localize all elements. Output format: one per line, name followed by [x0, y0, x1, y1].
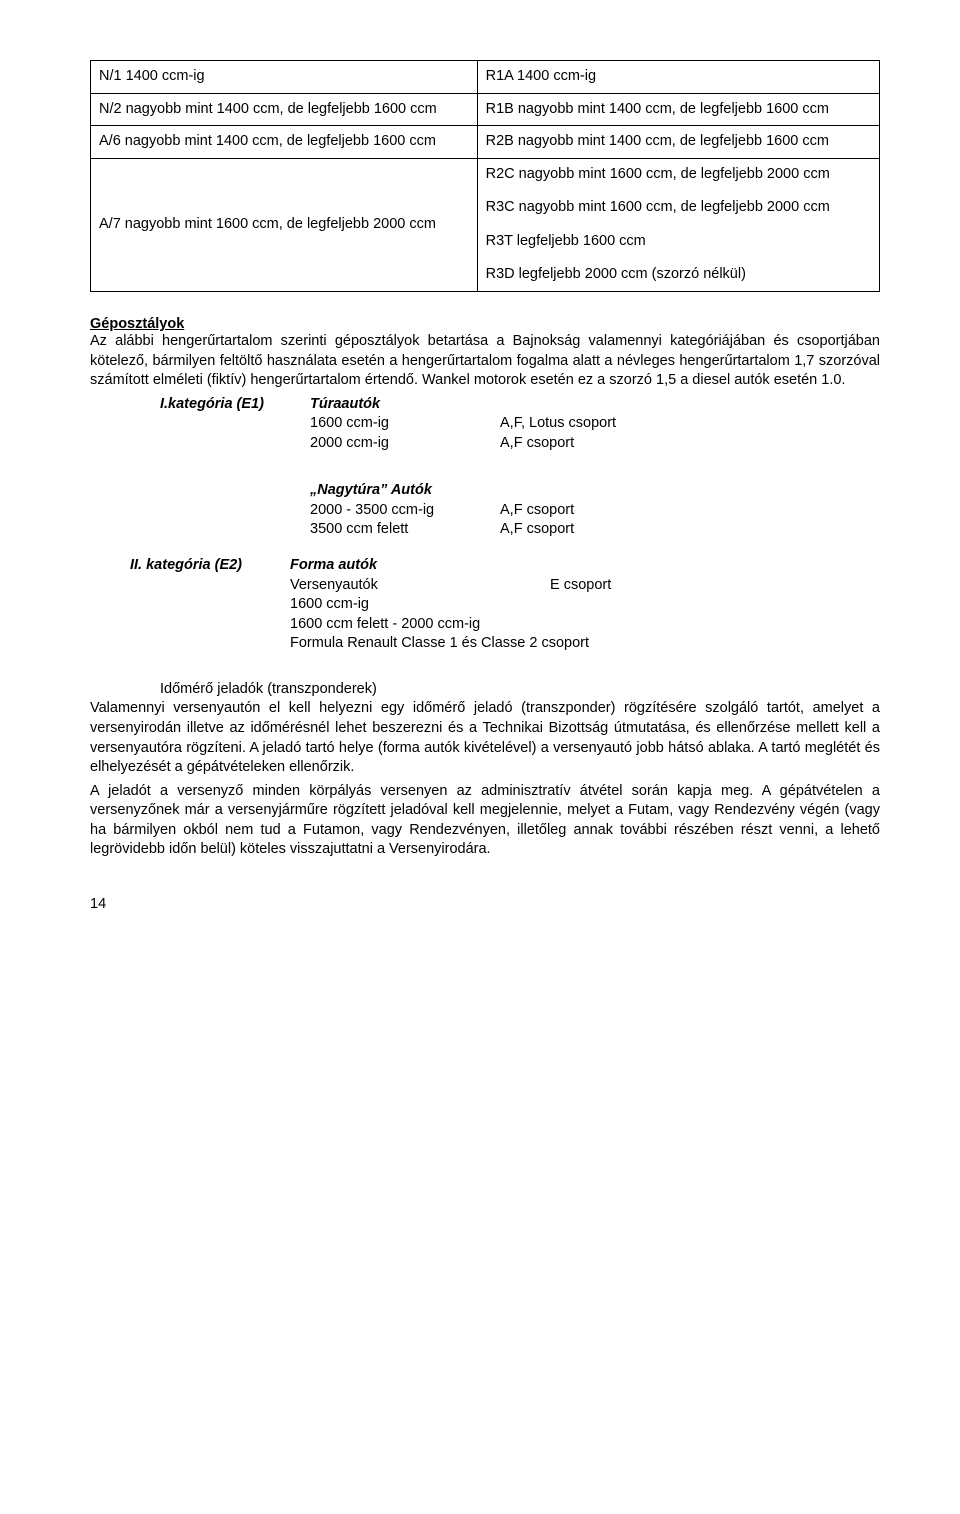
- transponder-title: Időmérő jeladók (transzponderek): [160, 681, 377, 697]
- cat1-sub-head: „Nagytúra” Autók: [160, 467, 880, 501]
- table-row: A/6 nagyobb mint 1400 ccm, de legfeljebb…: [91, 126, 880, 159]
- cat1-row: 2000 ccm-ig A,F csoport: [160, 434, 880, 454]
- document-page: N/1 1400 ccm-ig R1A 1400 ccm-ig N/2 nagy…: [0, 0, 960, 952]
- cat1-row: 2000 - 3500 ccm-ig A,F csoport: [160, 501, 880, 521]
- cat1-r2a: 2000 ccm-ig: [310, 434, 500, 454]
- cell-r3d: R3D legfeljebb 2000 ccm (szorzó nélkül): [486, 265, 871, 285]
- class-table: N/1 1400 ccm-ig R1A 1400 ccm-ig N/2 nagy…: [90, 60, 880, 292]
- cat1-head-row: I.kategória (E1) Túraautók: [160, 395, 880, 415]
- cat1-r2b: A,F csoport: [500, 434, 880, 454]
- page-number: 14: [90, 896, 880, 912]
- cell-a7: A/7 nagyobb mint 1600 ccm, de legfeljebb…: [91, 158, 478, 291]
- paragraph-transponder-1: Valamennyi versenyautón el kell helyezni…: [90, 699, 880, 777]
- cell-r-group: R2C nagyobb mint 1600 ccm, de legfeljebb…: [477, 158, 879, 291]
- cat1-label: I.kategória (E1): [160, 395, 310, 415]
- category-2-block: II. kategória (E2) Forma autók Versenyau…: [130, 556, 880, 654]
- cell-a6: A/6 nagyobb mint 1400 ccm, de legfeljebb…: [91, 126, 478, 159]
- cell-n1: N/1 1400 ccm-ig: [91, 61, 478, 94]
- transponder-title-wrap: Időmérő jeladók (transzponderek): [160, 680, 880, 700]
- cat2-r2: 1600 ccm-ig: [290, 595, 880, 615]
- cat2-inner: Versenyautók E csoport 1600 ccm-ig 1600 …: [290, 576, 880, 654]
- cat1-row: 3500 ccm felett A,F csoport: [160, 520, 880, 540]
- paragraph-geposztalyok: Az alábbi hengerűrtartalom szerinti gépo…: [90, 332, 880, 391]
- cat1-r3a: 2000 - 3500 ccm-ig: [310, 501, 500, 521]
- cat2-head-row: II. kategória (E2) Forma autók: [130, 556, 880, 576]
- cat2-row: Versenyautók E csoport: [290, 576, 880, 596]
- cell-r2c: R2C nagyobb mint 1600 ccm, de legfeljebb…: [486, 165, 871, 185]
- section-title-geposztalyok: Géposztályok: [90, 316, 880, 332]
- cell-n2: N/2 nagyobb mint 1400 ccm, de legfeljebb…: [91, 93, 478, 126]
- cat1-r3b: A,F csoport: [500, 501, 880, 521]
- table-row: N/2 nagyobb mint 1400 ccm, de legfeljebb…: [91, 93, 880, 126]
- cat2-label: II. kategória (E2): [130, 556, 290, 576]
- cell-r2b: R2B nagyobb mint 1400 ccm, de legfeljebb…: [477, 126, 879, 159]
- cell-a7-text: A/7 nagyobb mint 1600 ccm, de legfeljebb…: [99, 216, 436, 232]
- cat1-row: 1600 ccm-ig A,F, Lotus csoport: [160, 414, 880, 434]
- cat2-r1a: Versenyautók: [290, 576, 550, 596]
- cat1-r4a: 3500 ccm felett: [310, 520, 500, 540]
- paragraph-transponder-2: A jeladót a versenyző minden körpályás v…: [90, 782, 880, 860]
- cat1-heading: Túraautók: [310, 395, 490, 415]
- cat1-r1a: 1600 ccm-ig: [310, 414, 500, 434]
- cat1-r4b: A,F csoport: [500, 520, 880, 540]
- cell-r3t: R3T legfeljebb 1600 ccm: [486, 232, 871, 252]
- cat1-r1b: A,F, Lotus csoport: [500, 414, 880, 434]
- cell-r1b: R1B nagyobb mint 1400 ccm, de legfeljebb…: [477, 93, 879, 126]
- cat2-r3: 1600 ccm felett - 2000 ccm-ig: [290, 615, 880, 635]
- cell-r1a: R1A 1400 ccm-ig: [477, 61, 879, 94]
- table-row: N/1 1400 ccm-ig R1A 1400 ccm-ig: [91, 61, 880, 94]
- cell-r3c: R3C nagyobb mint 1600 ccm, de legfeljebb…: [486, 198, 871, 218]
- cat2-heading: Forma autók: [290, 556, 377, 576]
- category-1-block: I.kategória (E1) Túraautók 1600 ccm-ig A…: [160, 395, 880, 540]
- cat2-r4: Formula Renault Classe 1 és Classe 2 cso…: [290, 634, 880, 654]
- cat1-sub-heading: „Nagytúra” Autók: [310, 481, 432, 501]
- table-row: A/7 nagyobb mint 1600 ccm, de legfeljebb…: [91, 158, 880, 291]
- cat2-r1b: E csoport: [550, 576, 880, 596]
